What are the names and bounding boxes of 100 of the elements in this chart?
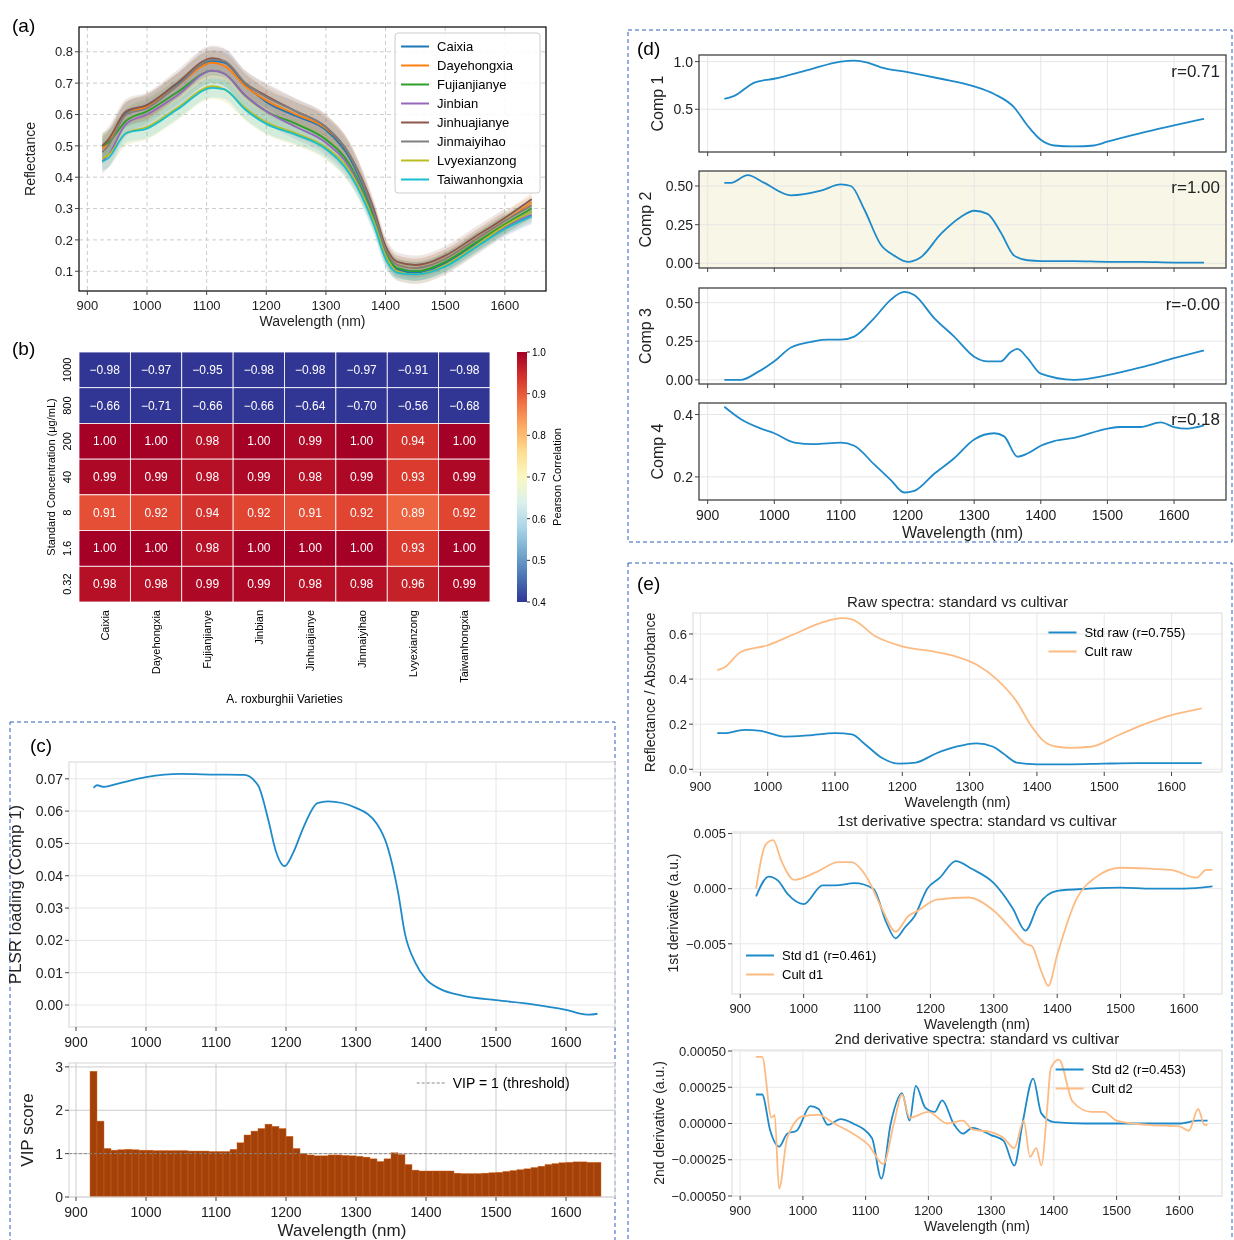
x-tick-label: 1200: [270, 1034, 302, 1050]
y-tick-label: 0.1: [54, 263, 73, 279]
y-tick-label: 0.01: [35, 964, 64, 981]
annotation: r=1.00: [1171, 178, 1220, 197]
x-tick-label: 1100: [192, 298, 221, 313]
y-tick-label: 0.32: [61, 573, 73, 595]
text: (a): [12, 15, 36, 36]
y-tick-label: 0.4: [54, 169, 73, 185]
x-tick-label: 1300: [955, 779, 985, 794]
x-tick-label: 1200: [887, 779, 917, 794]
x-axis-title: Wavelength (nm): [923, 1218, 1031, 1234]
data-label: 0.98: [93, 577, 117, 592]
data-label: 0.92: [452, 505, 477, 520]
y-tick-label: 0.03: [35, 900, 64, 917]
data-label: −0.71: [140, 398, 172, 413]
x-tick-label: 1300: [979, 1001, 1009, 1016]
annotation: r=0.18: [1171, 410, 1220, 429]
x-tick-label: 1300: [340, 1034, 372, 1050]
legend-label: Dayehongxia: [437, 58, 514, 74]
chart-title: 1st derivative spectra: standard vs cultivar: [837, 812, 1117, 829]
text: (c): [30, 735, 53, 756]
y-axis-title: 2nd derivative (a.u.): [651, 1061, 667, 1185]
x-tick-label: 1400: [1025, 507, 1057, 523]
data-label: 0.98: [195, 470, 220, 484]
data-label: 0.92: [349, 505, 374, 520]
data-label: −0.95: [192, 362, 223, 377]
y-axis-title: 1st derivative (a.u.): [665, 853, 681, 973]
y-tick-label: 0.07: [35, 770, 64, 787]
y-tick-label: 0.2: [673, 468, 694, 485]
data-label: 0.98: [195, 541, 220, 556]
y-tick-label: 0.3: [54, 201, 73, 217]
x-tick-label: 1100: [821, 779, 849, 794]
data-label: 0.92: [247, 505, 271, 520]
x-tick-label: 1000: [130, 1204, 162, 1220]
data-label: 0.91: [298, 505, 323, 520]
y-tick-label: 0.0: [668, 761, 687, 777]
x-tick-label: 1000: [789, 1001, 819, 1016]
line-series: [754, 1077, 1209, 1180]
x-tick-label: Taiwanhongxia: [458, 609, 471, 683]
color-bar-label: 0.4: [532, 597, 547, 608]
x-tick-label: 900: [689, 779, 712, 794]
color-bar-label: 1.0: [532, 347, 547, 358]
x-axis-title: Wavelength (nm): [259, 313, 366, 329]
data-label: 0.99: [93, 470, 117, 484]
annotation: r=-0.00: [1165, 295, 1220, 314]
x-tick-label: 1600: [1158, 507, 1190, 523]
data-label: −0.97: [346, 362, 378, 377]
x-tick-label: 1600: [550, 1204, 582, 1220]
data-label: −0.66: [89, 398, 121, 413]
data-label: −0.98: [449, 362, 480, 377]
y-tick-label: 2: [55, 1102, 64, 1119]
y-tick-label: 1.6: [61, 540, 73, 557]
x-tick-label: 1500: [1106, 1001, 1136, 1016]
data-label: 1.00: [452, 541, 477, 556]
x-tick-label: 1500: [1089, 779, 1119, 794]
x-tick-label: 1400: [410, 1204, 442, 1220]
x-tick-label: 1500: [1091, 507, 1124, 523]
x-tick-label: 1000: [132, 298, 162, 313]
legend-label: VIP = 1 (threshold): [452, 1075, 570, 1092]
y-tick-label: 0.50: [665, 178, 694, 195]
data-label: −0.68: [449, 398, 480, 413]
x-tick-label: 900: [64, 1034, 88, 1050]
x-tick-label: 1200: [251, 298, 281, 313]
legend-label: Std d2 (r=0.453): [1091, 1062, 1186, 1078]
data-label: 0.92: [144, 505, 169, 520]
data-label: 0.94: [401, 434, 425, 449]
x-tick-label: 1400: [410, 1034, 442, 1050]
y-axis-title: Comp 2: [637, 191, 654, 248]
x-tick-label: 1200: [891, 507, 924, 523]
legend-label: Cult raw: [1084, 644, 1133, 660]
data-label: 0.93: [401, 541, 425, 556]
y-tick-label: −0.00025: [671, 1152, 726, 1168]
color-bar-label: 0.8: [532, 430, 547, 442]
legend-label: Cult d1: [782, 967, 824, 983]
x-tick-label: Jinhuajianye: [304, 610, 317, 672]
data-label: 0.98: [144, 577, 169, 592]
x-tick-label: 1600: [1157, 779, 1186, 794]
y-axis-title: PLSR loading (Comp 1): [6, 804, 25, 985]
data-label: 0.98: [298, 470, 323, 484]
text: (b): [12, 338, 36, 359]
y-tick-label: 0.25: [665, 216, 694, 233]
legend-label: Taiwanhongxia: [437, 172, 524, 188]
y-tick-label: 0.05: [35, 835, 64, 852]
text: (e): [637, 573, 661, 594]
y-axis-title: Reflectance: [22, 121, 38, 196]
legend-label: Fujianjianye: [437, 77, 507, 93]
x-tick-label: 1200: [270, 1204, 302, 1220]
x-tick-label: 1100: [200, 1204, 232, 1220]
color-bar-label: 0.7: [532, 472, 547, 483]
data-label: 1.00: [298, 541, 323, 556]
data-label: 1.00: [247, 434, 271, 449]
legend-label: Jinbian: [437, 96, 479, 112]
x-tick-label: 1500: [480, 1204, 512, 1220]
y-tick-label: 0: [55, 1189, 64, 1206]
line-series: [92, 773, 599, 1016]
x-tick-label: 1400: [1039, 1203, 1069, 1218]
data-label: −0.98: [243, 362, 275, 377]
x-tick-label: 1100: [200, 1034, 232, 1050]
x-tick-label: 900: [729, 1001, 752, 1016]
line-series: [755, 839, 1214, 987]
